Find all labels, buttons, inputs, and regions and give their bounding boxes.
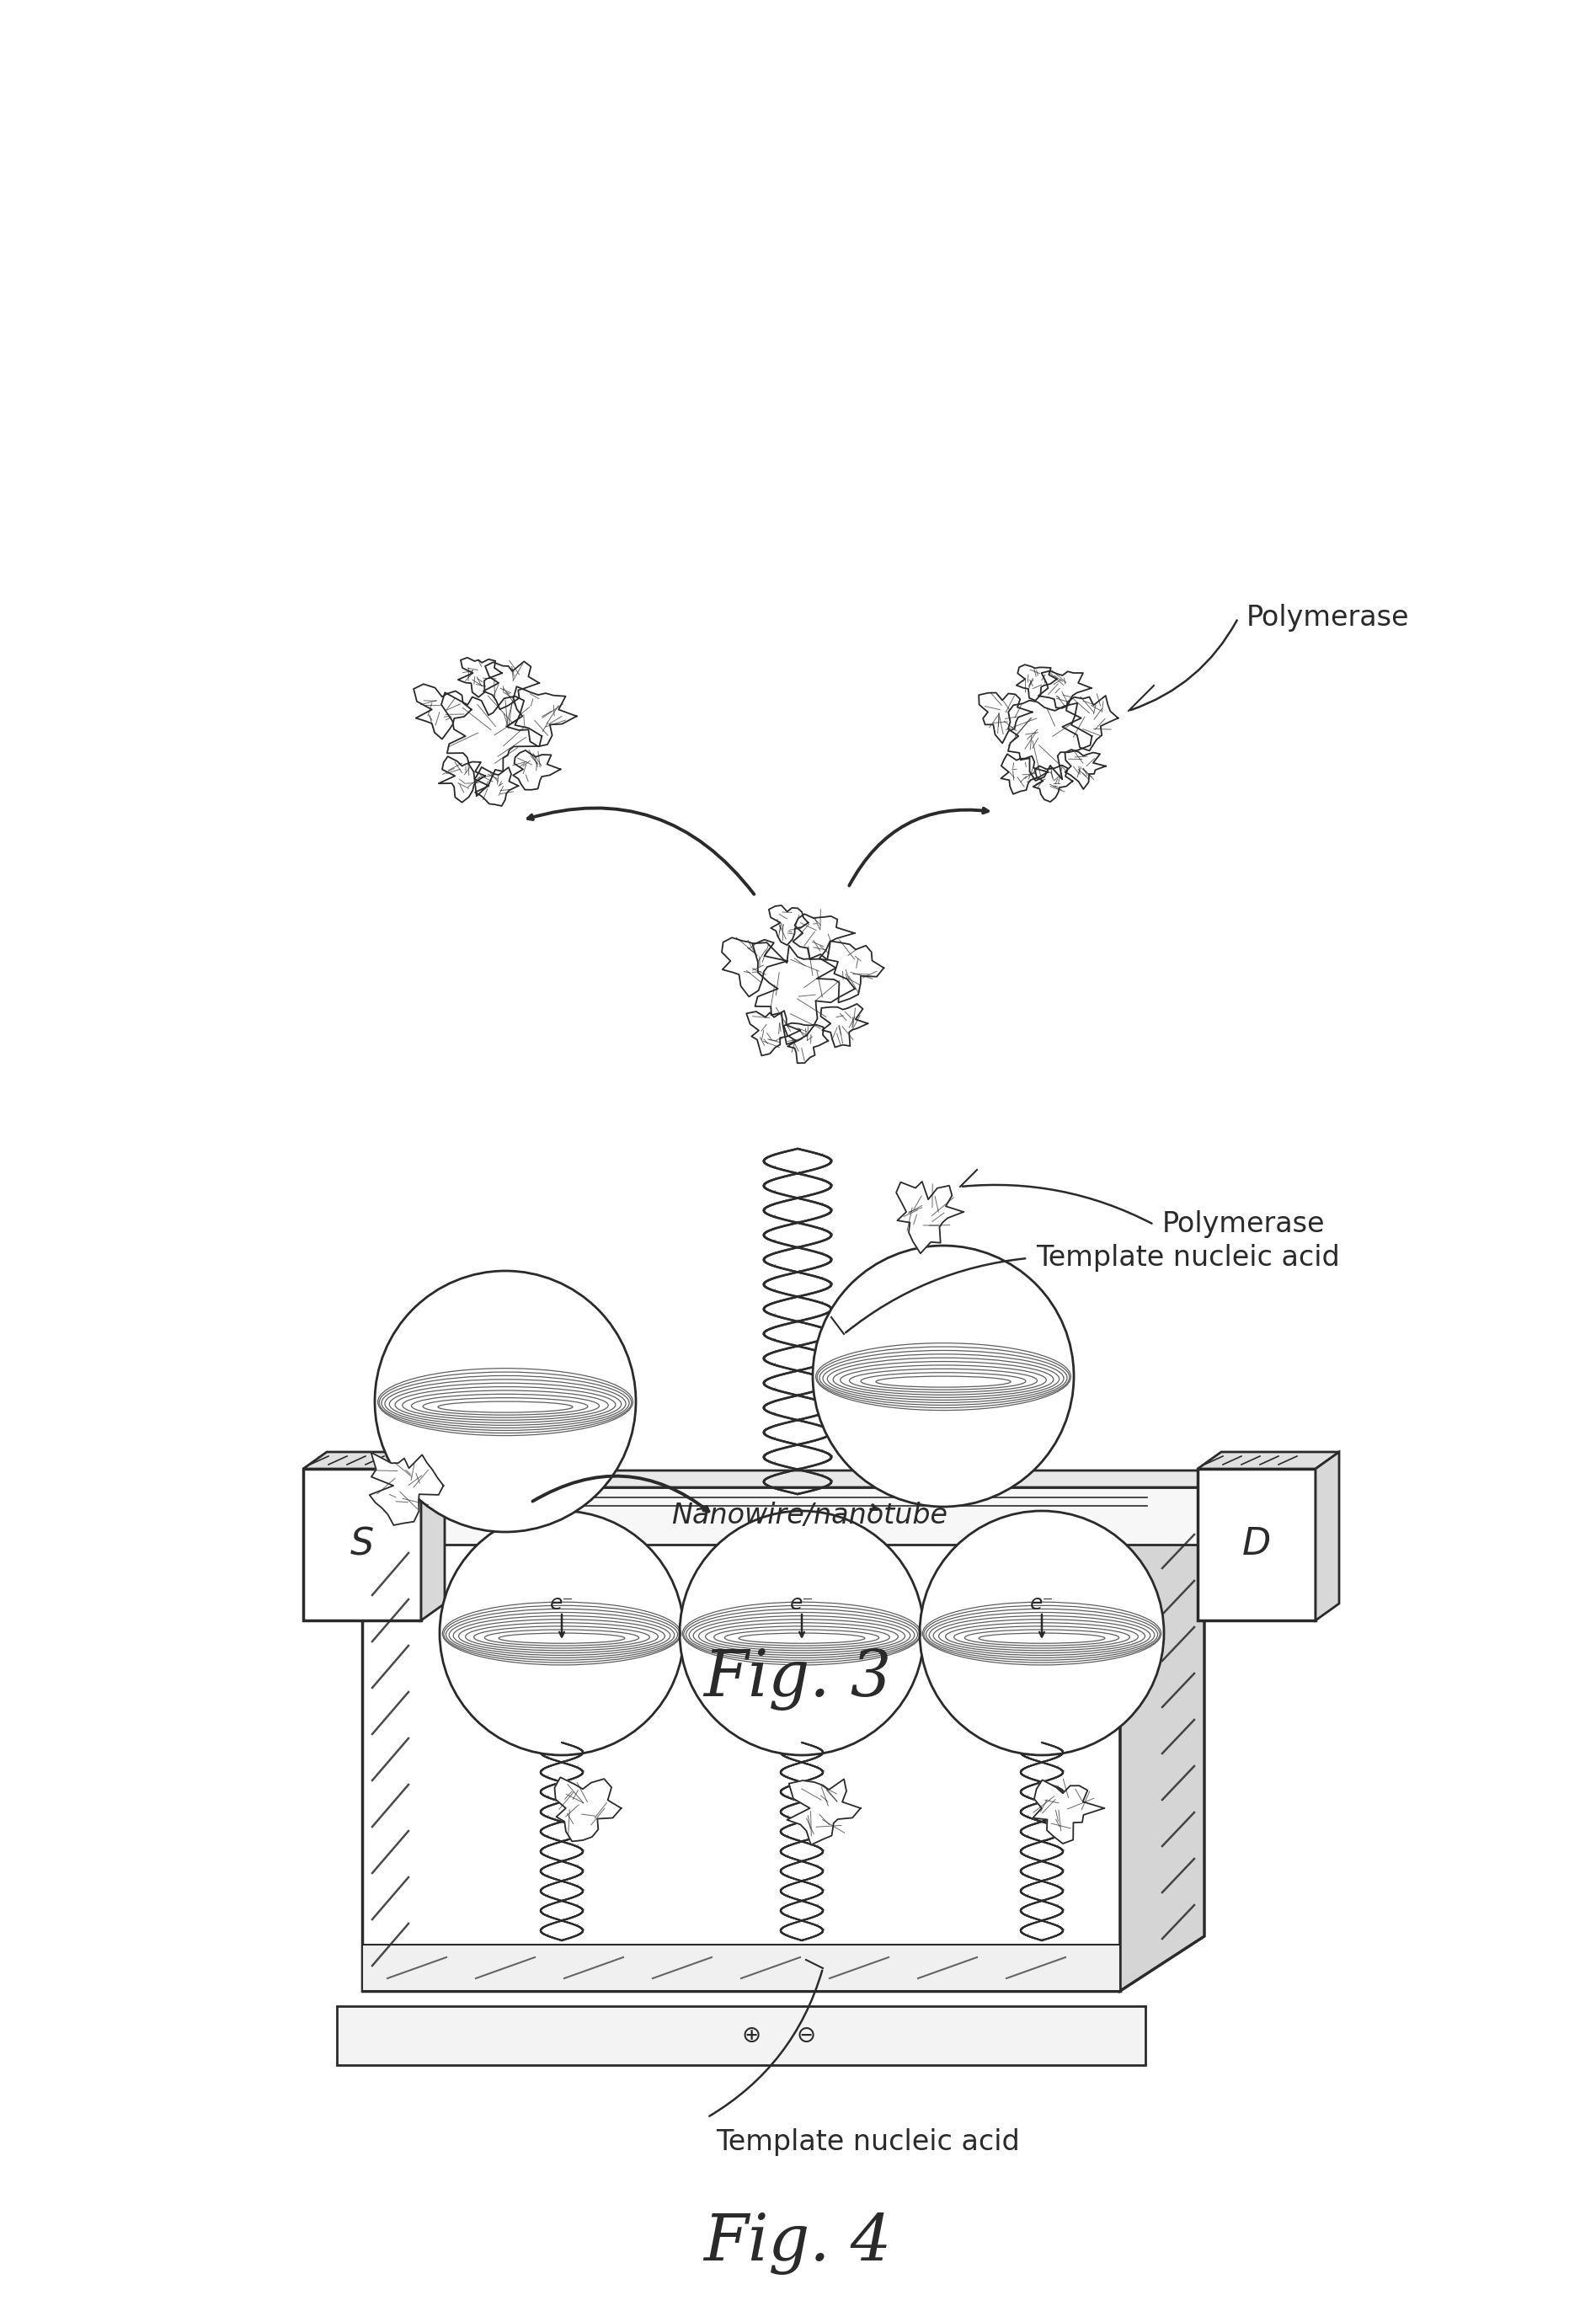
Polygon shape: [370, 1451, 444, 1525]
Polygon shape: [784, 1024, 828, 1063]
Polygon shape: [397, 1470, 1221, 1488]
Bar: [303, 1470, 421, 1620]
Polygon shape: [421, 1451, 445, 1620]
Polygon shape: [506, 686, 576, 746]
Polygon shape: [752, 943, 855, 1045]
Bar: [362, 1537, 1120, 1992]
Polygon shape: [721, 938, 787, 996]
Polygon shape: [362, 1481, 1205, 1537]
Bar: [397, 1488, 1197, 1544]
Bar: [1197, 1470, 1315, 1620]
Polygon shape: [1315, 1451, 1339, 1620]
Polygon shape: [1033, 765, 1073, 802]
Text: Template nucleic acid: Template nucleic acid: [717, 2128, 1020, 2156]
Polygon shape: [474, 767, 519, 807]
Polygon shape: [1001, 753, 1047, 795]
Polygon shape: [787, 1779, 860, 1844]
Text: e⁻: e⁻: [790, 1595, 814, 1613]
Polygon shape: [1033, 1779, 1104, 1844]
Text: e⁻: e⁻: [1029, 1595, 1053, 1613]
Circle shape: [375, 1271, 635, 1532]
Polygon shape: [439, 756, 485, 802]
Polygon shape: [512, 751, 560, 790]
Polygon shape: [769, 906, 808, 945]
Polygon shape: [1039, 670, 1092, 707]
Circle shape: [919, 1511, 1163, 1754]
Polygon shape: [817, 941, 884, 1003]
Polygon shape: [1120, 1481, 1205, 1992]
Text: ⊕: ⊕: [742, 2024, 761, 2048]
Polygon shape: [303, 1451, 445, 1470]
Text: Template nucleic acid: Template nucleic acid: [1036, 1243, 1339, 1271]
Circle shape: [680, 1511, 924, 1754]
Polygon shape: [1009, 700, 1092, 781]
Polygon shape: [440, 693, 541, 795]
Text: Polymerase: Polymerase: [1246, 603, 1409, 633]
Polygon shape: [978, 693, 1033, 744]
Text: Fig. 4: Fig. 4: [704, 2212, 892, 2274]
Bar: [337, 2006, 1146, 2066]
Polygon shape: [554, 1777, 621, 1842]
Polygon shape: [1065, 749, 1106, 788]
Text: Nanowire/nanotube: Nanowire/nanotube: [672, 1502, 948, 1530]
Circle shape: [812, 1246, 1074, 1507]
Polygon shape: [397, 1488, 421, 1544]
Bar: [362, 1944, 1120, 1992]
Polygon shape: [1197, 1451, 1339, 1470]
Polygon shape: [458, 659, 503, 698]
Text: Polymerase: Polymerase: [1162, 1211, 1325, 1239]
Polygon shape: [897, 1181, 964, 1253]
Polygon shape: [1063, 696, 1119, 751]
Text: e⁻: e⁻: [549, 1595, 575, 1613]
Circle shape: [439, 1511, 683, 1754]
Text: Fig. 3: Fig. 3: [704, 1648, 892, 1710]
Polygon shape: [793, 915, 854, 959]
Polygon shape: [747, 1010, 800, 1056]
Polygon shape: [413, 684, 471, 740]
Polygon shape: [1017, 666, 1057, 700]
Polygon shape: [484, 661, 539, 709]
Text: ⊖: ⊖: [796, 2024, 816, 2048]
Text: D: D: [1242, 1528, 1270, 1562]
Polygon shape: [820, 1003, 868, 1047]
Text: S: S: [350, 1528, 373, 1562]
